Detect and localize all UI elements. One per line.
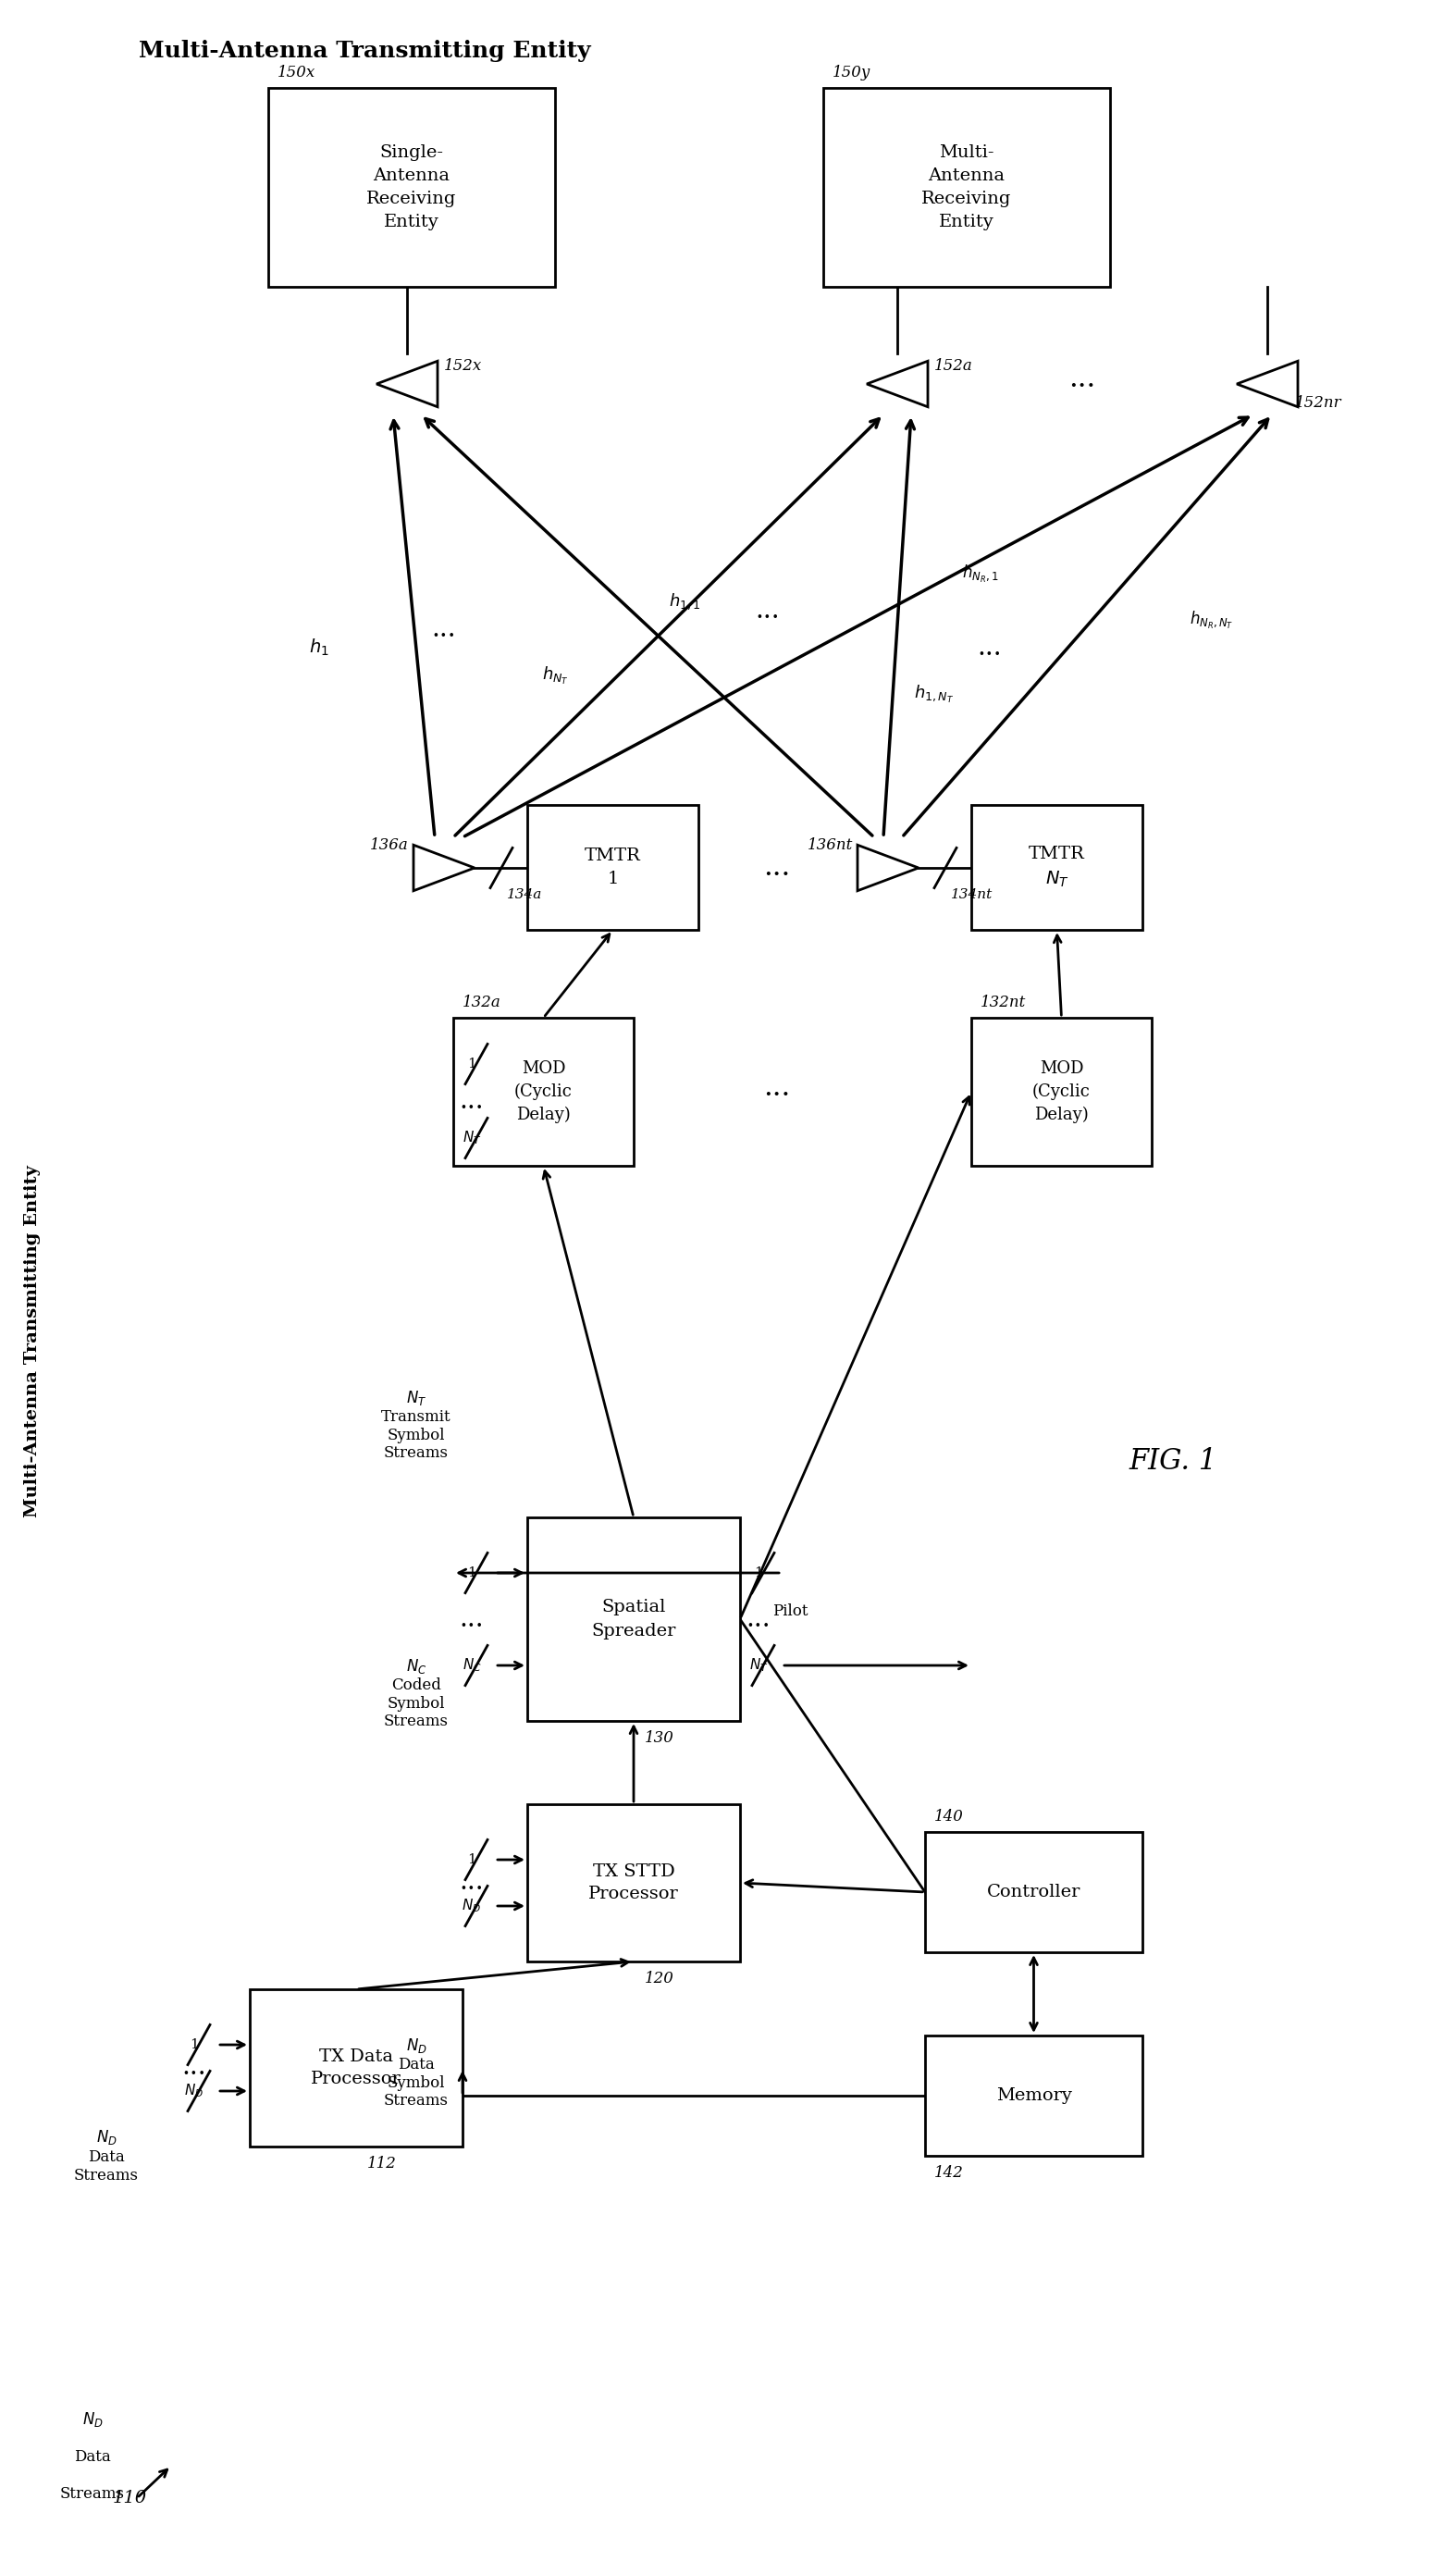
Polygon shape <box>858 844 919 891</box>
Text: Spatial
Spreader: Spatial Spreader <box>591 1598 676 1640</box>
Text: 152a: 152a <box>935 358 973 373</box>
Text: 1: 1 <box>467 1058 476 1071</box>
Text: TMTR
$N_T$: TMTR $N_T$ <box>1029 844 1085 888</box>
FancyBboxPatch shape <box>971 806 1143 929</box>
Text: $h_1$: $h_1$ <box>309 638 329 659</box>
Text: Controller: Controller <box>987 1884 1080 1900</box>
Text: TX STTD
Processor: TX STTD Processor <box>588 1864 678 1902</box>
Text: 142: 142 <box>935 2165 964 2180</box>
FancyBboxPatch shape <box>268 88 555 286</box>
Text: $h_{N_R,N_T}$: $h_{N_R,N_T}$ <box>1190 610 1233 631</box>
Text: $N_D$: $N_D$ <box>462 1897 482 1915</box>
Text: Streams: Streams <box>60 2486 125 2502</box>
Text: ...: ... <box>431 618 456 641</box>
Text: $N_D$: $N_D$ <box>82 2409 103 2430</box>
Text: $N_C$: $N_C$ <box>462 1658 482 1673</box>
Text: 140: 140 <box>935 1810 964 1825</box>
Text: $h_{1,N_T}$: $h_{1,N_T}$ <box>914 682 954 705</box>
Text: $N_T$: $N_T$ <box>748 1658 769 1673</box>
Text: Data: Data <box>74 2448 111 2463</box>
Text: ...: ... <box>460 1606 483 1632</box>
Text: $N_D$
Data
Streams: $N_D$ Data Streams <box>74 2129 138 2183</box>
Text: ...: ... <box>460 1089 483 1115</box>
Text: ...: ... <box>756 597 780 623</box>
Text: FIG. 1: FIG. 1 <box>1128 1447 1217 1477</box>
Text: 110: 110 <box>112 2489 147 2507</box>
Text: 1: 1 <box>467 1568 476 1580</box>
FancyBboxPatch shape <box>527 1519 740 1722</box>
Text: Multi-Antenna Transmitting Entity: Multi-Antenna Transmitting Entity <box>138 39 591 62</box>
Text: Multi-
Antenna
Receiving
Entity: Multi- Antenna Receiving Entity <box>922 144 1012 232</box>
Text: $h_{N_R,1}$: $h_{N_R,1}$ <box>962 564 999 584</box>
Text: 112: 112 <box>367 2157 396 2172</box>
FancyBboxPatch shape <box>925 2036 1143 2157</box>
Text: ...: ... <box>763 855 791 883</box>
FancyBboxPatch shape <box>925 1833 1143 1951</box>
Text: $N_T$: $N_T$ <box>462 1130 482 1145</box>
Text: $N_D$: $N_D$ <box>185 2082 204 2100</box>
Text: $h_{1,1}$: $h_{1,1}$ <box>668 592 700 613</box>
Text: 1: 1 <box>189 2039 199 2051</box>
Text: MOD
(Cyclic
Delay): MOD (Cyclic Delay) <box>1032 1060 1091 1125</box>
Text: Single-
Antenna
Receiving
Entity: Single- Antenna Receiving Entity <box>367 144 457 232</box>
Text: $h_{N_T}$: $h_{N_T}$ <box>542 664 568 687</box>
Text: $N_C$
Coded
Symbol
Streams: $N_C$ Coded Symbol Streams <box>384 1658 448 1730</box>
Text: ...: ... <box>977 636 1002 659</box>
Text: 150x: 150x <box>278 64 316 80</box>
Text: $N_T$
Transmit
Symbol
Streams: $N_T$ Transmit Symbol Streams <box>381 1387 451 1462</box>
Text: ...: ... <box>1069 366 1096 394</box>
Text: Multi-Antenna Transmitting Entity: Multi-Antenna Transmitting Entity <box>25 1166 41 1519</box>
Text: 134a: 134a <box>507 888 543 901</box>
Text: ...: ... <box>763 1073 791 1102</box>
Text: MOD
(Cyclic
Delay): MOD (Cyclic Delay) <box>514 1060 572 1125</box>
Text: ...: ... <box>460 1871 483 1894</box>
FancyBboxPatch shape <box>453 1017 633 1166</box>
Text: ...: ... <box>747 1606 770 1632</box>
FancyBboxPatch shape <box>250 1990 463 2147</box>
Text: 1: 1 <box>467 1853 476 1866</box>
Polygon shape <box>1236 360 1297 407</box>
Text: Memory: Memory <box>996 2088 1072 2103</box>
FancyBboxPatch shape <box>823 88 1109 286</box>
Text: 120: 120 <box>645 1972 674 1987</box>
Text: ...: ... <box>182 2057 207 2080</box>
Text: 152nr: 152nr <box>1294 394 1342 409</box>
Text: 132nt: 132nt <box>980 994 1026 1012</box>
Text: 134nt: 134nt <box>951 888 993 901</box>
Polygon shape <box>377 360 438 407</box>
Text: 152x: 152x <box>444 358 482 373</box>
Text: 150y: 150y <box>833 64 871 80</box>
Text: 136nt: 136nt <box>807 837 853 852</box>
Polygon shape <box>414 844 475 891</box>
Text: TX Data
Processor: TX Data Processor <box>312 2049 402 2088</box>
Text: $N_D$
Data
Symbol
Streams: $N_D$ Data Symbol Streams <box>384 2036 448 2108</box>
FancyBboxPatch shape <box>971 1017 1152 1166</box>
Text: Pilot: Pilot <box>772 1604 808 1619</box>
FancyBboxPatch shape <box>527 1804 740 1961</box>
Text: 1: 1 <box>754 1568 763 1580</box>
Text: 136a: 136a <box>370 837 409 852</box>
Text: 130: 130 <box>645 1730 674 1745</box>
Text: 132a: 132a <box>463 994 501 1012</box>
Text: TMTR
1: TMTR 1 <box>585 847 641 888</box>
FancyBboxPatch shape <box>527 806 699 929</box>
Polygon shape <box>866 360 927 407</box>
